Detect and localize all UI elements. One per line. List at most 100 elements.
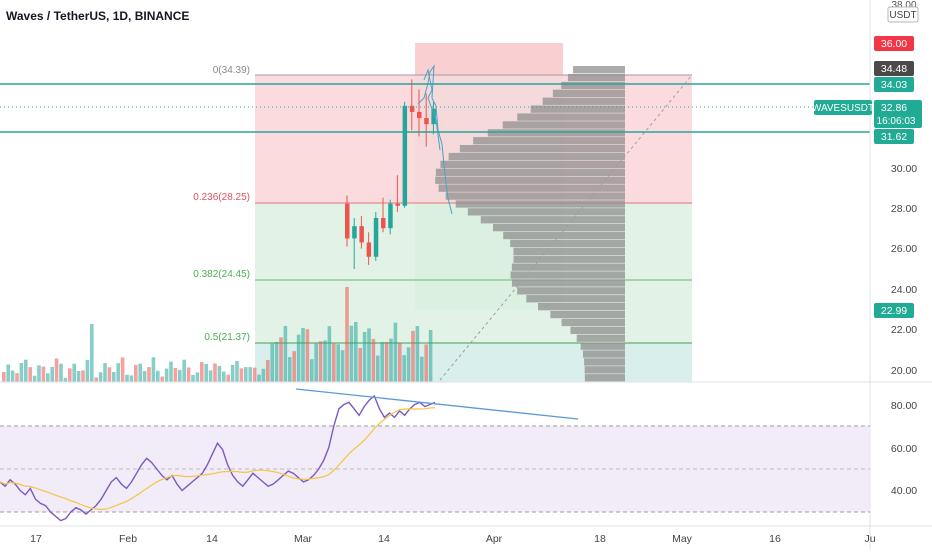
fib-label-0382: 0.382(24.45) (193, 269, 250, 280)
volume-profile-row (480, 216, 625, 224)
volume-bar (147, 367, 151, 382)
volume-bar (402, 355, 406, 382)
rsi-ma-line (0, 407, 436, 511)
time-tick-jun: Ju (864, 533, 875, 545)
price-tick-20: 20.00 (891, 365, 917, 377)
candle-body (395, 203, 400, 206)
price-tick-22: 22.00 (891, 324, 917, 336)
volume-bar (169, 361, 173, 382)
volume-bar (398, 343, 402, 382)
volume-profile-row (511, 263, 625, 271)
candle-body (424, 118, 429, 125)
volume-profile-row (542, 97, 625, 105)
volume-bar (59, 363, 63, 382)
volume-profile-row (580, 342, 625, 350)
candle-body (381, 218, 386, 229)
volume-bar (156, 370, 160, 382)
currency-label-box[interactable] (887, 6, 919, 23)
candle-body (352, 226, 357, 239)
candle-body (359, 226, 364, 243)
volume-bar (2, 372, 6, 382)
volume-bar (200, 362, 204, 382)
volume-bar (376, 355, 380, 382)
volume-profile-row (561, 81, 625, 90)
volume-bar (213, 363, 217, 382)
symbol-title[interactable]: Waves / TetherUS, 1D, BINANCE (6, 9, 189, 23)
volume-profile-row (576, 334, 625, 342)
time-tick-14b: 14 (378, 533, 390, 545)
volume-profile-row (511, 279, 625, 287)
volume-bar (28, 367, 32, 382)
volume-bar (310, 359, 314, 382)
volume-bar (235, 360, 239, 382)
volume-bar (81, 370, 85, 382)
volume-profile-row (440, 160, 625, 169)
countdown-badge: 16:06:03 (877, 116, 916, 127)
volume-bar (393, 322, 398, 382)
volume-bar (270, 343, 274, 382)
volume-bar (76, 371, 81, 382)
volume-profile-row (438, 184, 625, 192)
rsi-tick-60: 60.00 (891, 443, 917, 455)
candle-body (409, 105, 415, 112)
volume-profile-row (435, 168, 625, 176)
volume-bar (358, 348, 362, 382)
volume-profile-row (503, 231, 625, 240)
stop-badge-box (874, 36, 914, 51)
volume-bar (125, 374, 129, 382)
candle-body (373, 218, 379, 257)
volume-bar (354, 322, 358, 382)
volume-profile-row (567, 73, 625, 82)
volume-bar (314, 343, 318, 382)
volume-bar (327, 326, 332, 382)
volume-bar (367, 328, 371, 382)
volume-profile-row (517, 113, 625, 121)
rsi-tick-80: 80.00 (891, 400, 917, 412)
volume-bar (37, 365, 41, 382)
volume-bar (116, 363, 120, 382)
volume-bar (336, 344, 340, 382)
target-badge-box (874, 303, 914, 318)
candle-body (345, 203, 350, 239)
volume-bar (415, 326, 420, 382)
candle-body (417, 111, 422, 119)
volume-bar (142, 371, 147, 382)
volume-profile-row (513, 255, 625, 263)
volume-bar (160, 376, 164, 382)
volume-bar (411, 330, 415, 382)
volume-bar (283, 326, 288, 382)
volume-profile-row (538, 303, 625, 311)
volume-profile-row (502, 121, 625, 129)
volume-bar (248, 367, 252, 382)
volume-bar (340, 350, 345, 382)
rsi-trendline[interactable] (295, 388, 579, 420)
volume-bar (257, 374, 261, 382)
volume-bar (252, 367, 257, 382)
fib-label-0236: 0.236(28.25) (193, 192, 250, 203)
volume-profile-row (435, 176, 625, 184)
volume-bar (68, 368, 72, 382)
volume-bar (204, 364, 208, 382)
projection-path[interactable] (417, 64, 453, 215)
volume-profile-row (510, 271, 625, 279)
volume-bar (191, 374, 195, 382)
volume-bar (195, 372, 200, 382)
volume-profile-row (510, 239, 625, 248)
volume-profile-row (487, 129, 625, 137)
volume-bar (24, 359, 28, 382)
volume-bars (2, 287, 433, 382)
candles (345, 79, 436, 269)
volume-bar (332, 343, 336, 382)
target-badge: 22.99 (881, 305, 907, 317)
volume-bar (362, 331, 367, 382)
fib-label-0: 0(34.39) (213, 65, 250, 76)
projection-path-2[interactable] (423, 68, 441, 151)
volume-bar (98, 372, 103, 382)
time-axis[interactable]: 17 Feb 14 Mar 14 Apr 18 May 16 Ju (30, 533, 876, 545)
candle-body (388, 203, 393, 229)
volume-bar (85, 359, 90, 382)
volume-bar (107, 367, 112, 382)
volume-profile-row (517, 287, 625, 295)
